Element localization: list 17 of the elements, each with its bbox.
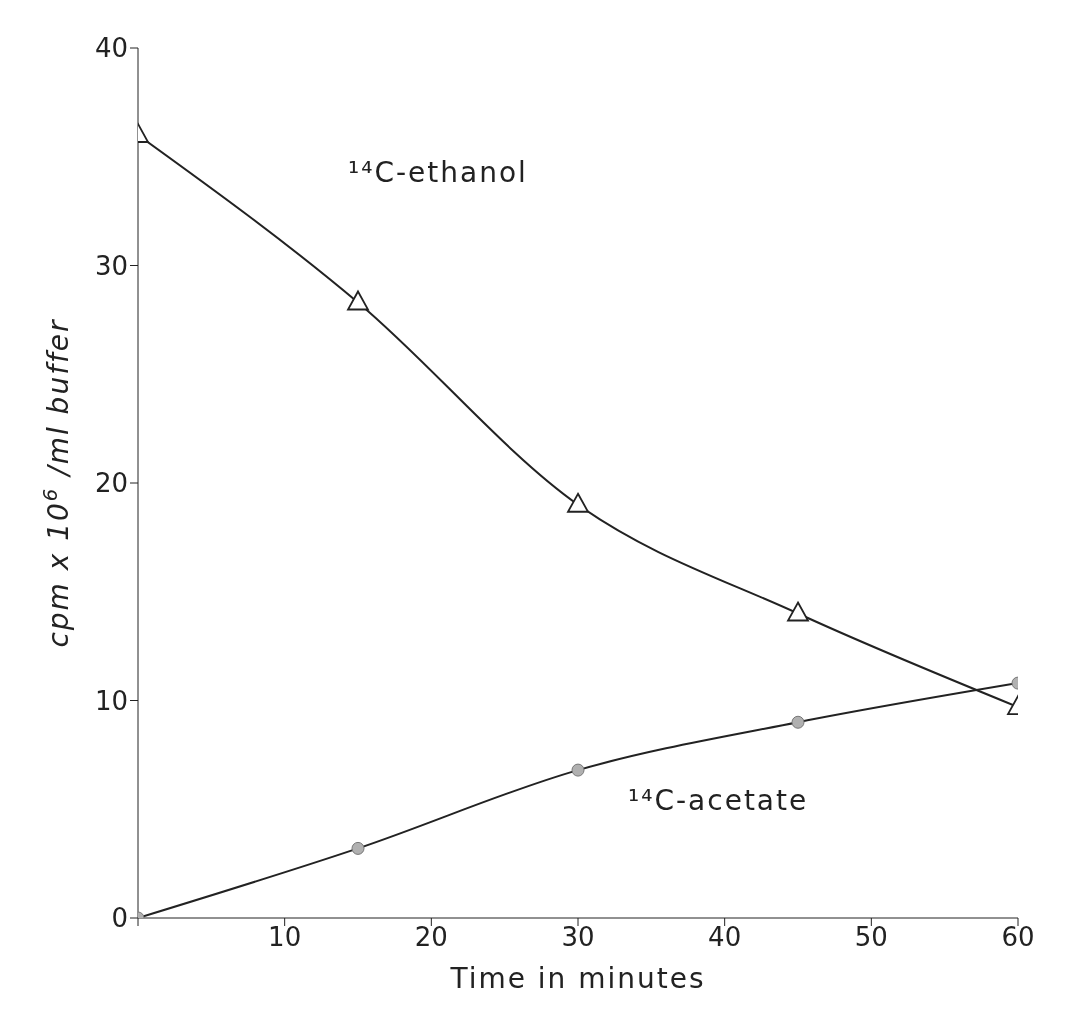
point — [347, 290, 369, 311]
point — [567, 492, 589, 513]
x-tick-label: 50 — [854, 922, 888, 953]
x-tick-label: 40 — [708, 922, 742, 953]
x-tick-label: 60 — [1001, 922, 1035, 953]
x-tick-label: 30 — [561, 922, 595, 953]
text: ¹⁴C-ethanol — [348, 156, 528, 190]
y-tick-label: 20 — [94, 468, 128, 499]
y-tick-label: 30 — [94, 250, 128, 281]
x-tick-label: 10 — [268, 922, 302, 953]
y-tick-label: 10 — [94, 685, 128, 716]
y-tick-label: 40 — [94, 33, 128, 64]
x-axis-title: Time in minutes — [449, 962, 706, 995]
series-label: ¹⁴C-acetate — [628, 784, 809, 818]
y-tick-label: 0 — [111, 903, 128, 934]
x-tick-label: 20 — [414, 922, 448, 953]
point — [787, 601, 809, 622]
